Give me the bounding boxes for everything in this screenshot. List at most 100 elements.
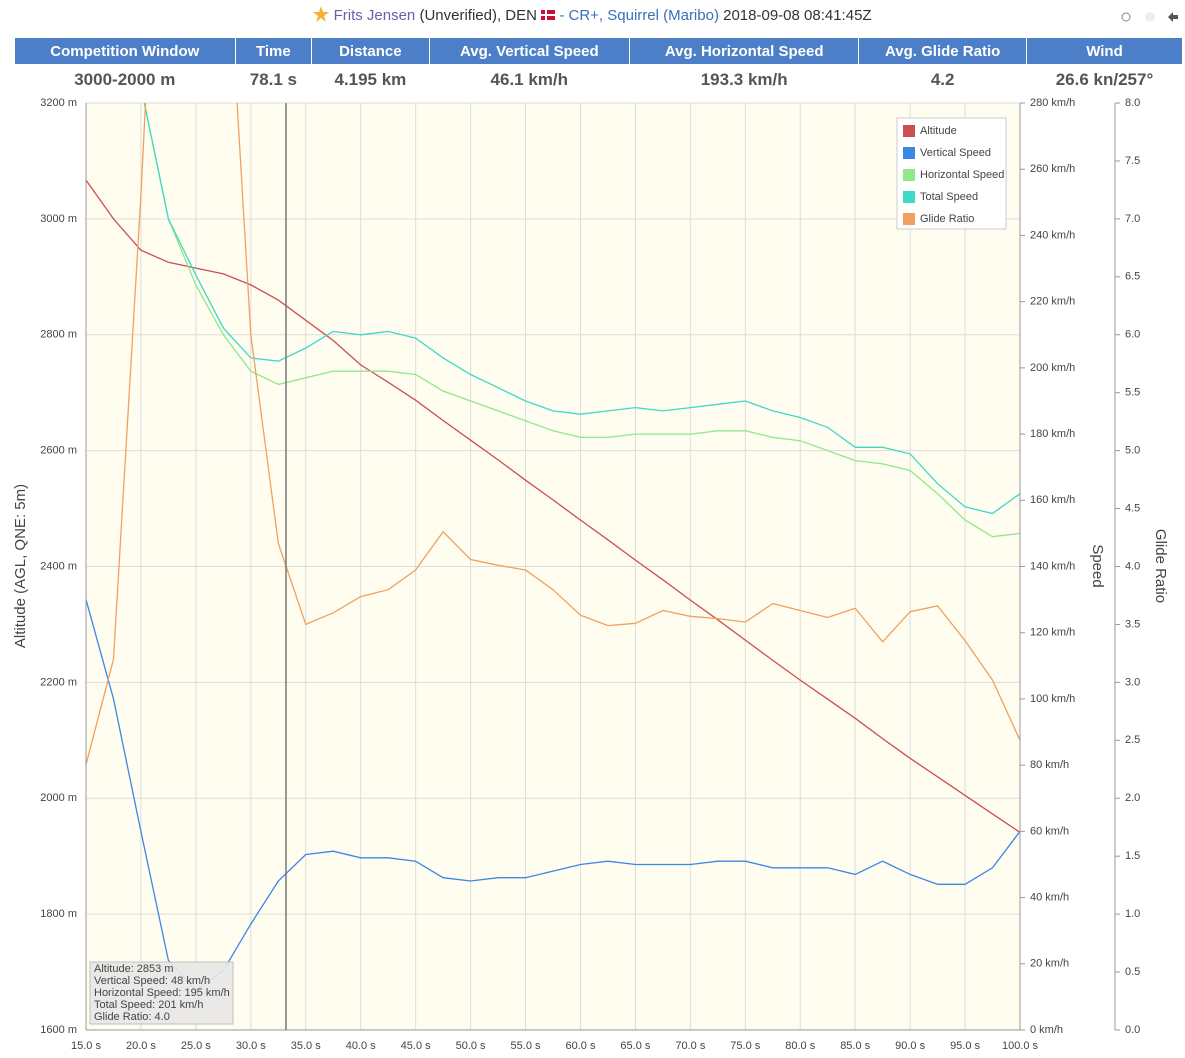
y3-axis-title: Glide Ratio: [1152, 529, 1169, 603]
x-tick-label: 75.0 s: [730, 1040, 760, 1052]
x-tick-label: 80.0 s: [785, 1040, 815, 1052]
y3-tick-label: 6.0: [1125, 329, 1140, 341]
pilot[interactable]: Frits Jensen: [333, 7, 416, 24]
cell: 193.3 km/h: [700, 70, 788, 89]
y3-tick-label: 4.0: [1125, 560, 1140, 572]
cell: 4.2: [930, 70, 955, 89]
cell: 26.6 kn/257°: [1055, 70, 1154, 89]
y2-tick-label: 20 km/h: [1030, 958, 1069, 970]
y2-tick-label: 180 km/h: [1030, 428, 1075, 440]
x-tick-label: 100.0 s: [1002, 1040, 1039, 1052]
y-tick-label: 2400 m: [40, 560, 77, 572]
column-header: Competition Window: [14, 37, 236, 65]
x-tick-label: 65.0 s: [620, 1040, 650, 1052]
y-tick-label: 1600 m: [40, 1024, 77, 1036]
y2-tick-label: 280 km/h: [1030, 97, 1075, 109]
datetime: 2018-09-08 08:41:45Z: [723, 7, 872, 24]
legend-swatch: [903, 125, 915, 137]
cell: 4.195 km: [334, 70, 407, 89]
x-tick-label: 70.0 s: [675, 1040, 705, 1052]
zoom-icon[interactable]: [1121, 12, 1131, 22]
tooltip-line: Glide Ratio: 4.0: [94, 1011, 170, 1023]
y-tick-label: 2200 m: [40, 676, 77, 688]
y3-tick-label: 6.5: [1125, 271, 1140, 283]
legend-label: Vertical Speed: [920, 147, 991, 159]
y2-axis-title: Speed: [1089, 544, 1106, 587]
series-line: [86, 103, 1020, 765]
x-tick-label: 20.0 s: [126, 1040, 156, 1052]
suit[interactable]: - CR+, Squirrel: [559, 7, 659, 24]
series-line: [86, 179, 1020, 833]
tooltip-line: Horizontal Speed: 195 km/h: [94, 987, 230, 999]
y3-tick-label: 3.5: [1125, 618, 1140, 630]
x-tick-label: 40.0 s: [346, 1040, 376, 1052]
y-tick-label: 2000 m: [40, 792, 77, 804]
x-tick-label: 85.0 s: [840, 1040, 870, 1052]
series-line: [143, 103, 1020, 515]
value-row: 3000-2000 m 78.1 s 4.195 km 46.1 km/h 193.3 …: [15, 65, 1183, 96]
tooltip-line: Altitude: 2853 m: [94, 963, 174, 975]
title-bar: Frits Jensen (Unverified), DEN - CR+, Sq…: [0, 6, 1185, 24]
y3-tick-label: 1.5: [1125, 850, 1140, 862]
x-tick-label: 55.0 s: [511, 1040, 541, 1052]
y3-tick-label: 5.0: [1125, 445, 1140, 457]
tooltip: [89, 961, 234, 1025]
y3-tick-label: 8.0: [1125, 97, 1140, 109]
column-header: Wind: [1025, 37, 1184, 65]
tooltip-line: Total Speed: 201 km/h: [94, 999, 203, 1011]
star-icon: [313, 6, 330, 22]
y2-tick-label: 40 km/h: [1030, 891, 1069, 903]
status: (Unverified), DEN: [419, 7, 537, 24]
legend-label: Horizontal Speed: [920, 169, 1004, 181]
y2-tick-label: 240 km/h: [1030, 229, 1075, 241]
x-tick-label: 25.0 s: [181, 1040, 211, 1052]
pan-icon[interactable]: [1145, 12, 1155, 22]
y3-tick-label: 2.0: [1125, 792, 1140, 804]
y3-tick-label: 1.0: [1125, 908, 1140, 920]
column-header: Avg. Horizontal Speed: [629, 37, 860, 65]
y2-tick-label: 260 km/h: [1030, 163, 1075, 175]
series-line: [86, 599, 1020, 992]
x-tick-label: 15.0 s: [71, 1040, 101, 1052]
y2-tick-label: 60 km/h: [1030, 825, 1069, 837]
y2-tick-label: 200 km/h: [1030, 362, 1075, 374]
legend-label: Total Speed: [920, 191, 978, 203]
back-icon[interactable]: [1168, 12, 1178, 22]
toolbar[interactable]: [1121, 12, 1178, 22]
y3-tick-label: 7.0: [1125, 213, 1140, 225]
place[interactable]: (Maribo): [663, 7, 719, 24]
x-tick-label: 35.0 s: [291, 1040, 321, 1052]
y3-tick-label: 4.5: [1125, 502, 1140, 514]
flag: [541, 10, 556, 20]
cell: 46.1 km/h: [490, 70, 569, 89]
y3-tick-label: 5.5: [1125, 387, 1140, 399]
column-header: Avg. Vertical Speed: [428, 37, 631, 65]
y2-tick-label: 0 km/h: [1030, 1024, 1063, 1036]
legend-swatch: [903, 213, 915, 225]
column-header: Time: [234, 37, 313, 65]
tooltip-line: Vertical Speed: 48 km/h: [94, 975, 210, 987]
y3-tick-label: 0.5: [1125, 966, 1140, 978]
legend-label: Altitude: [920, 125, 957, 137]
cell: 78.1 s: [249, 70, 297, 89]
x-tick-label: 90.0 s: [895, 1040, 925, 1052]
column-header: Avg. Glide Ratio: [858, 37, 1027, 65]
y-tick-label: 3200 m: [40, 97, 77, 109]
cell: 3000-2000 m: [74, 70, 176, 89]
header-row: Competition Window Time Distance Avg. Verti…: [14, 37, 1184, 65]
y-axis-title: Altitude (AGL, QNE: 5m): [12, 484, 29, 648]
y2-tick-label: 100 km/h: [1030, 693, 1075, 705]
series-line: [143, 103, 1020, 538]
y3-tick-label: 7.5: [1125, 155, 1140, 167]
y3-tick-label: 2.5: [1125, 734, 1140, 746]
column-header: Distance: [311, 37, 430, 65]
y-tick-label: 2800 m: [40, 329, 77, 341]
y3-tick-label: 3.0: [1125, 676, 1140, 688]
legend-swatch: [903, 169, 915, 181]
y2-tick-label: 220 km/h: [1030, 296, 1075, 308]
legend-swatch: [903, 147, 915, 159]
x-tick-label: 45.0 s: [401, 1040, 431, 1052]
y2-tick-label: 80 km/h: [1030, 759, 1069, 771]
